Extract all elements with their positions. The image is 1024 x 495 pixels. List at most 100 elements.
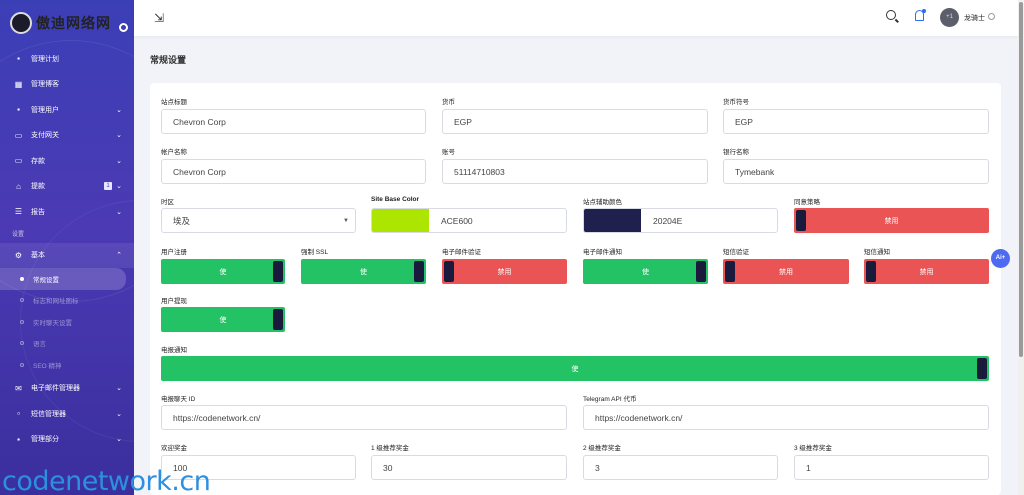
bullet-icon xyxy=(20,276,24,281)
consent-policy-label: 同意策略 xyxy=(794,199,820,206)
email-verification-toggle[interactable]: 禁用 xyxy=(442,259,567,284)
users-icon: ▪ xyxy=(17,105,20,115)
toggle-state-label: 使 xyxy=(571,365,579,373)
sidebar-item-plans[interactable]: ▪ 管理计划 xyxy=(0,46,134,72)
sidebar-item-label: 存款 xyxy=(31,157,45,165)
sidebar-item-payment-gateway[interactable]: ▭ 支付网关 ⌄ xyxy=(0,123,134,149)
account-number-input[interactable]: 51114710803 xyxy=(442,159,708,184)
secondary-color-swatch[interactable] xyxy=(584,209,641,232)
username[interactable]: 龙骑士 xyxy=(964,15,985,22)
toggle-state-label: 使 xyxy=(642,268,649,276)
currency-symbol-input[interactable]: EGP xyxy=(723,109,989,134)
bank-name-label: 银行名称 xyxy=(723,149,749,156)
chevron-down-icon: ⌄ xyxy=(116,183,122,191)
caret-down-icon: ▼ xyxy=(343,218,349,224)
currency-input[interactable]: EGP xyxy=(442,109,708,134)
site-title-input[interactable]: Chevron Corp xyxy=(161,109,426,134)
bank-name-input[interactable]: Tymebank xyxy=(723,159,989,184)
pending-count-badge: 1 xyxy=(104,182,112,191)
user-registration-toggle[interactable]: 使 xyxy=(161,259,285,284)
chevron-down-icon: ⌄ xyxy=(116,208,122,216)
sms-notification-toggle[interactable]: 禁用 xyxy=(864,259,989,284)
sidebar-item-manage-sections[interactable]: ▪ 管理部分 ⌄ xyxy=(0,427,134,453)
page-scrollbar[interactable] xyxy=(1018,0,1024,495)
welcome-bonus-label: 欢迎奖金 xyxy=(161,445,187,452)
toggle-state-label: 禁用 xyxy=(884,217,899,225)
sidebar-item-users[interactable]: ▪ 管理用户 ⌄ xyxy=(0,97,134,123)
sidebar-item-label: 管理博客 xyxy=(31,81,59,89)
wallet-icon: ▭ xyxy=(14,156,23,166)
sidebar-item-reports[interactable]: ☰ 报告 ⌄ xyxy=(0,199,134,225)
avatar[interactable]: +1 xyxy=(940,8,959,27)
consent-policy-toggle[interactable]: 禁用 xyxy=(794,208,989,233)
site-title-label: 站点标题 xyxy=(161,99,187,106)
secondary-color-value: 20204E xyxy=(653,215,683,226)
sidebar-subitem-live-chat[interactable]: 实时聊天设置 xyxy=(0,311,134,333)
brand-name: 傲迪网络网 xyxy=(36,15,111,31)
email-verification-label: 电子邮件验证 xyxy=(442,249,481,256)
sidebar-subitem-language[interactable]: 语言 xyxy=(0,333,134,355)
grid-icon: ▦ xyxy=(14,79,23,89)
telegram-api-token-input[interactable]: https://codenetwork.cn/ xyxy=(583,405,989,430)
welcome-bonus-input[interactable]: 100 xyxy=(161,455,356,480)
scrollbar-thumb[interactable] xyxy=(1019,2,1023,357)
telegram-chat-id-input[interactable]: https://codenetwork.cn/ xyxy=(161,405,567,430)
sidebar-item-deposits[interactable]: ▭ 存款 ⌄ xyxy=(0,148,134,174)
sidebar-subitem-seo[interactable]: SEO 精神 xyxy=(0,354,134,376)
toggle-state-label: 禁用 xyxy=(779,268,793,276)
timezone-label: 时区 xyxy=(161,199,174,206)
sidebar-item-label: 短信管理器 xyxy=(31,410,66,418)
collapse-icon[interactable]: ⇲ xyxy=(154,11,165,25)
sidebar-nav: ▪ 管理计划 ▦ 管理博客 ▪ 管理用户 ⌄ ▭ 支付网关 ⌄ ▭ 存款 ⌄ ⌂… xyxy=(0,46,134,452)
level3-bonus-input[interactable]: 1 xyxy=(794,455,989,480)
sidebar-item-basic[interactable]: ⚙ 基本 ⌃ xyxy=(0,242,134,268)
layers-icon: ▪ xyxy=(17,434,20,444)
base-color-input[interactable]: ACE600 xyxy=(371,208,567,233)
level2-bonus-input[interactable]: 3 xyxy=(583,455,778,480)
bank-icon: ⌂ xyxy=(16,181,21,191)
email-notification-toggle[interactable]: 使 xyxy=(583,259,708,284)
toggle-knob xyxy=(273,261,283,282)
telegram-api-token-label: Telegram API 代币 xyxy=(583,396,637,403)
timezone-select[interactable]: 埃及 ▼ xyxy=(161,208,356,233)
secondary-color-input[interactable]: 20204E xyxy=(583,208,778,233)
sidebar-subitem-logo-favicon[interactable]: 标志和网址图标 xyxy=(0,290,134,312)
ai-assistant-button[interactable]: Ai+ xyxy=(991,249,1010,268)
sidebar-subitem-label: 语言 xyxy=(33,341,46,349)
chevron-down-icon: ⌄ xyxy=(116,132,122,140)
email-notification-label: 电子邮件通知 xyxy=(583,249,622,256)
sidebar-item-label: 管理部分 xyxy=(31,436,59,444)
account-name-input[interactable]: Chevron Corp xyxy=(161,159,426,184)
bell-icon[interactable] xyxy=(915,10,924,21)
user-reminder-toggle[interactable]: 使 xyxy=(161,307,285,332)
toggle-state-label: 使 xyxy=(219,268,227,276)
level1-bonus-input[interactable]: 30 xyxy=(371,455,567,480)
chevron-up-icon: ⌃ xyxy=(116,252,122,260)
page-title: 常规设置 xyxy=(150,55,187,65)
watermark-text: codenetwork.cn xyxy=(2,466,211,495)
sidebar-subitem-general-settings[interactable]: 常规设置 xyxy=(0,268,126,290)
sidebar-item-withdrawals[interactable]: ⌂ 提款 1 ⌄ xyxy=(0,174,134,200)
toggle-knob xyxy=(725,261,735,282)
search-icon[interactable] xyxy=(886,10,896,20)
brand-logo[interactable]: 傲迪网络网 xyxy=(10,8,120,38)
base-color-label: Site Base Color xyxy=(371,196,420,203)
sidebar-item-email-manager[interactable]: ✉ 电子邮件管理器 ⌄ xyxy=(0,376,134,402)
notification-dot xyxy=(922,9,926,13)
force-ssl-toggle[interactable]: 使 xyxy=(301,259,426,284)
sidebar-toggle-icon[interactable] xyxy=(119,23,128,32)
bullet-icon xyxy=(20,362,24,367)
toggle-knob xyxy=(866,261,876,282)
base-color-swatch[interactable] xyxy=(372,209,429,232)
sidebar-item-blog[interactable]: ▦ 管理博客 xyxy=(0,72,134,98)
level1-bonus-label: 1 级推荐奖金 xyxy=(371,445,409,452)
telegram-notification-toggle[interactable]: 使 xyxy=(161,356,989,381)
toggle-state-label: 禁用 xyxy=(919,268,934,276)
toggle-knob xyxy=(414,261,424,282)
sidebar-item-sms-manager[interactable]: ▫ 短信管理器 ⌄ xyxy=(0,401,134,427)
chevron-down-icon[interactable] xyxy=(988,13,995,20)
chevron-down-icon: ⌄ xyxy=(116,385,122,393)
level3-bonus-label: 3 级推荐奖金 xyxy=(794,445,832,452)
sms-verification-toggle[interactable]: 禁用 xyxy=(723,259,849,284)
toggle-knob xyxy=(977,358,987,379)
